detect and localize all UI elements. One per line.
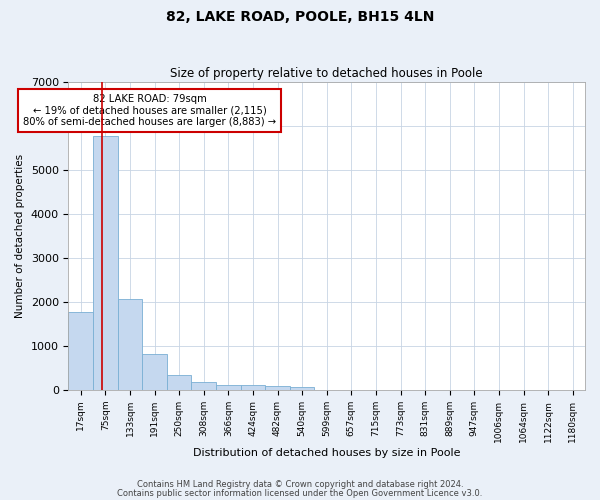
Text: Contains public sector information licensed under the Open Government Licence v3: Contains public sector information licen… [118, 490, 482, 498]
Bar [118, 300, 142, 390]
Y-axis label: Number of detached properties: Number of detached properties [15, 154, 25, 318]
Bar [216, 385, 241, 390]
Bar [265, 386, 290, 390]
Title: Size of property relative to detached houses in Poole: Size of property relative to detached ho… [170, 66, 483, 80]
Bar [68, 312, 93, 390]
Bar [142, 354, 167, 390]
Text: 82 LAKE ROAD: 79sqm
← 19% of detached houses are smaller (2,115)
80% of semi-det: 82 LAKE ROAD: 79sqm ← 19% of detached ho… [23, 94, 276, 128]
Text: Contains HM Land Registry data © Crown copyright and database right 2024.: Contains HM Land Registry data © Crown c… [137, 480, 463, 489]
Bar [93, 136, 118, 390]
X-axis label: Distribution of detached houses by size in Poole: Distribution of detached houses by size … [193, 448, 460, 458]
Bar [241, 386, 265, 390]
Bar [167, 375, 191, 390]
Text: 82, LAKE ROAD, POOLE, BH15 4LN: 82, LAKE ROAD, POOLE, BH15 4LN [166, 10, 434, 24]
Bar [290, 387, 314, 390]
Bar [191, 382, 216, 390]
